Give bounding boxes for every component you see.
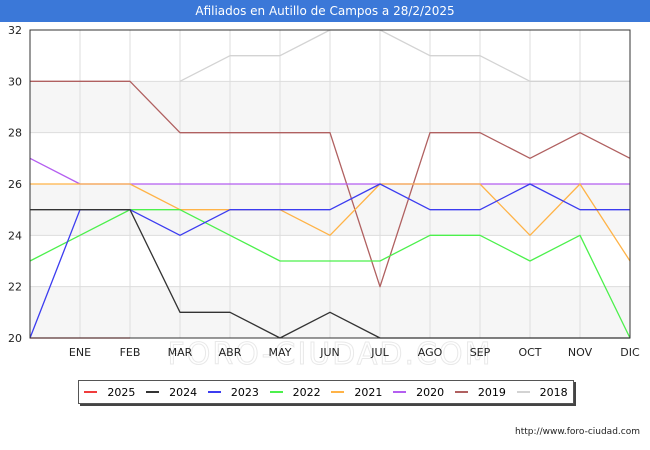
plot-frame: [29, 29, 631, 339]
y-tick-label: 30: [8, 75, 22, 88]
x-tick-label: OCT: [518, 346, 541, 359]
legend-label: 2023: [230, 385, 259, 399]
x-tick-label: MAY: [269, 346, 292, 359]
legend-swatch: [393, 391, 407, 393]
plot-border: [29, 29, 631, 339]
x-tick-label: MAR: [168, 346, 193, 359]
legend-swatch: [146, 391, 160, 393]
legend-item-2023: 2023: [207, 385, 259, 399]
watermark: FORO-CIUDAD.COM: [168, 337, 493, 372]
y-axis-ticks: 20 22 24 26 28 30 32: [8, 24, 22, 345]
legend-label: 2022: [292, 385, 321, 399]
legend-item-2022: 2022: [269, 385, 321, 399]
legend-swatch: [331, 391, 345, 393]
legend-label: 2018: [539, 385, 568, 399]
y-tick-label: 24: [8, 229, 22, 242]
x-tick-label: ENE: [69, 346, 91, 359]
series-line-2021: [30, 183, 631, 262]
x-tick-label: ABR: [219, 346, 242, 359]
x-tick-label: DIC: [620, 346, 640, 359]
legend-label: 2024: [169, 385, 198, 399]
chart-title: Afiliados en Autillo de Campos a 28/2/20…: [0, 0, 650, 22]
y-tick-label: 28: [8, 127, 22, 140]
x-tick-label: JUN: [319, 346, 340, 359]
x-tick-label: FEB: [120, 346, 141, 359]
legend-item-2019: 2019: [454, 385, 506, 399]
legend-swatch: [269, 391, 283, 393]
legend-label: 2021: [354, 385, 383, 399]
x-tick-label: NOV: [568, 346, 593, 359]
x-tick-label: AGO: [418, 346, 443, 359]
legend-item-2018: 2018: [516, 385, 568, 399]
series-line-2019: [30, 80, 631, 288]
y-tick-label: 20: [8, 332, 22, 345]
legend-label: 2019: [477, 385, 506, 399]
x-tick-label: SEP: [470, 346, 491, 359]
legend-swatch: [516, 391, 530, 393]
legend-swatch: [454, 391, 468, 393]
legend-swatch: [84, 391, 98, 393]
legend-swatch: [207, 391, 221, 393]
legend-item-2025: 2025: [84, 386, 135, 399]
legend-item-2024: 2024: [146, 386, 197, 399]
legend: 2025 2024 2023 2022 2021 2020 2019 2018: [78, 380, 574, 404]
x-tick-label: JUL: [370, 346, 389, 359]
legend-label: 2020: [416, 385, 445, 399]
y-tick-label: 22: [8, 281, 22, 294]
legend-item-2020: 2020: [393, 386, 444, 399]
y-tick-label: 32: [8, 24, 22, 37]
y-tick-label: 26: [8, 178, 22, 191]
legend-item-2021: 2021: [331, 386, 382, 399]
series-line-2018: [179, 29, 630, 82]
legend-label: 2025: [107, 385, 136, 399]
source-url[interactable]: http://www.foro-ciudad.com: [515, 427, 640, 437]
x-axis-ticks: ENE FEB MAR ABR MAY JUN JUL AGO SEP OCT NOV DIC: [69, 346, 640, 359]
